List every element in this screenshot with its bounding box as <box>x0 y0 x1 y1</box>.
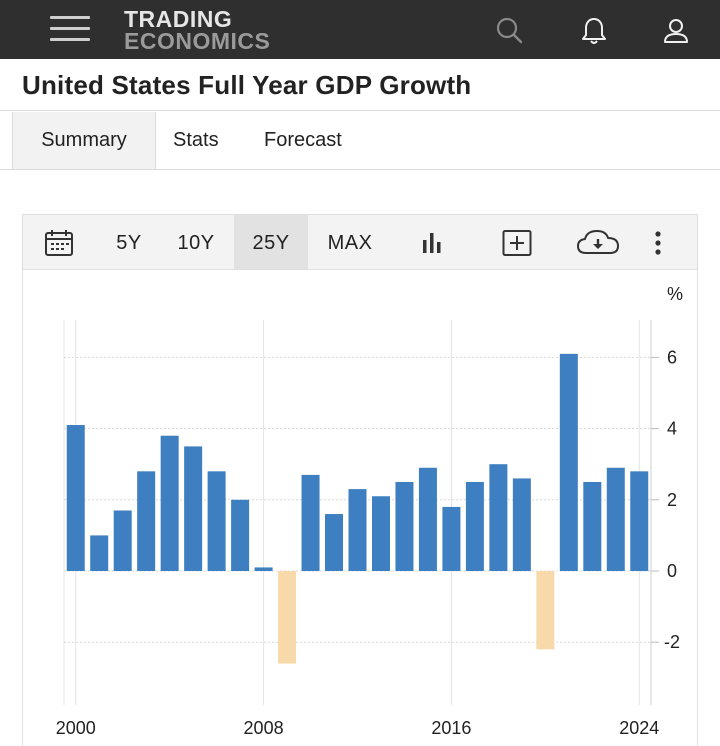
range-max-button[interactable]: MAX <box>327 232 373 254</box>
y-tick-label: 6 <box>667 347 677 367</box>
bar-chart-icon[interactable] <box>419 228 449 258</box>
bar-2004[interactable] <box>160 435 179 571</box>
logo-line-1: TRADING <box>124 6 233 32</box>
y-tick-label: -2 <box>664 632 680 652</box>
y-axis-unit-label: % <box>667 284 683 304</box>
bar-2016[interactable] <box>442 506 461 571</box>
chart-labels: 6 4 2 0 -2 2000 2008 2016 2024 <box>56 347 680 738</box>
bar-2009[interactable] <box>278 571 297 664</box>
more-icon[interactable] <box>648 228 668 258</box>
gdp-growth-bar-chart: 6 4 2 0 -2 2000 2008 2016 2024 % <box>56 284 683 738</box>
y-tick-label: 4 <box>667 419 677 439</box>
tab-bar: Summary Stats Forecast <box>12 112 720 169</box>
chart-container <box>22 214 698 746</box>
tab-forecast[interactable]: Forecast <box>264 129 342 151</box>
bar-2014[interactable] <box>395 482 414 571</box>
tab-stats[interactable]: Stats <box>173 129 219 151</box>
title-divider <box>0 110 720 111</box>
bar-2021[interactable] <box>559 353 578 571</box>
chart-bars <box>66 353 649 664</box>
y-tick-label: 0 <box>667 561 677 581</box>
bar-2007[interactable] <box>231 499 250 571</box>
bar-2008[interactable] <box>254 567 273 571</box>
tabs-divider <box>0 169 720 170</box>
search-icon[interactable] <box>494 16 524 46</box>
bar-2019[interactable] <box>512 478 531 571</box>
bar-2017[interactable] <box>465 482 484 571</box>
x-tick-label: 2024 <box>619 718 659 738</box>
tab-summary[interactable]: Summary <box>12 112 156 169</box>
calendar-icon[interactable] <box>44 228 74 258</box>
bar-2022[interactable] <box>583 482 602 571</box>
trading-economics-logo[interactable]: TRADING ECONOMICS <box>124 6 271 54</box>
logo-line-2: ECONOMICS <box>124 28 271 54</box>
bar-2023[interactable] <box>606 467 625 571</box>
bell-icon[interactable] <box>579 16 609 46</box>
range-10y-button[interactable]: 10Y <box>177 232 215 254</box>
range-5y-button[interactable]: 5Y <box>116 232 142 254</box>
range-25y-button[interactable]: 25Y <box>234 215 308 269</box>
bar-2024[interactable] <box>630 471 649 571</box>
page-title: United States Full Year GDP Growth <box>22 70 472 100</box>
top-bar: TRADING ECONOMICS <box>0 0 720 59</box>
bar-2006[interactable] <box>207 471 226 571</box>
bar-2012[interactable] <box>348 489 367 571</box>
bar-2003[interactable] <box>137 471 156 571</box>
menu-icon[interactable] <box>50 14 92 44</box>
add-compare-icon[interactable] <box>502 228 532 258</box>
x-tick-label: 2000 <box>56 718 96 738</box>
x-tick-label: 2008 <box>244 718 284 738</box>
download-icon[interactable] <box>576 228 620 258</box>
bar-2005[interactable] <box>184 446 203 571</box>
x-tick-label: 2016 <box>431 718 471 738</box>
bar-2001[interactable] <box>90 535 109 571</box>
bar-2015[interactable] <box>418 467 437 571</box>
bar-2018[interactable] <box>489 464 508 571</box>
bar-2020[interactable] <box>536 571 555 650</box>
bar-2010[interactable] <box>301 474 320 571</box>
chart-toolbar: 5Y 10Y 25Y MAX <box>22 214 698 270</box>
bar-2002[interactable] <box>113 510 132 571</box>
user-icon[interactable] <box>661 16 691 46</box>
bar-2013[interactable] <box>371 496 390 571</box>
bar-2011[interactable] <box>325 514 344 571</box>
y-tick-label: 2 <box>667 490 677 510</box>
bar-2000[interactable] <box>66 425 85 571</box>
